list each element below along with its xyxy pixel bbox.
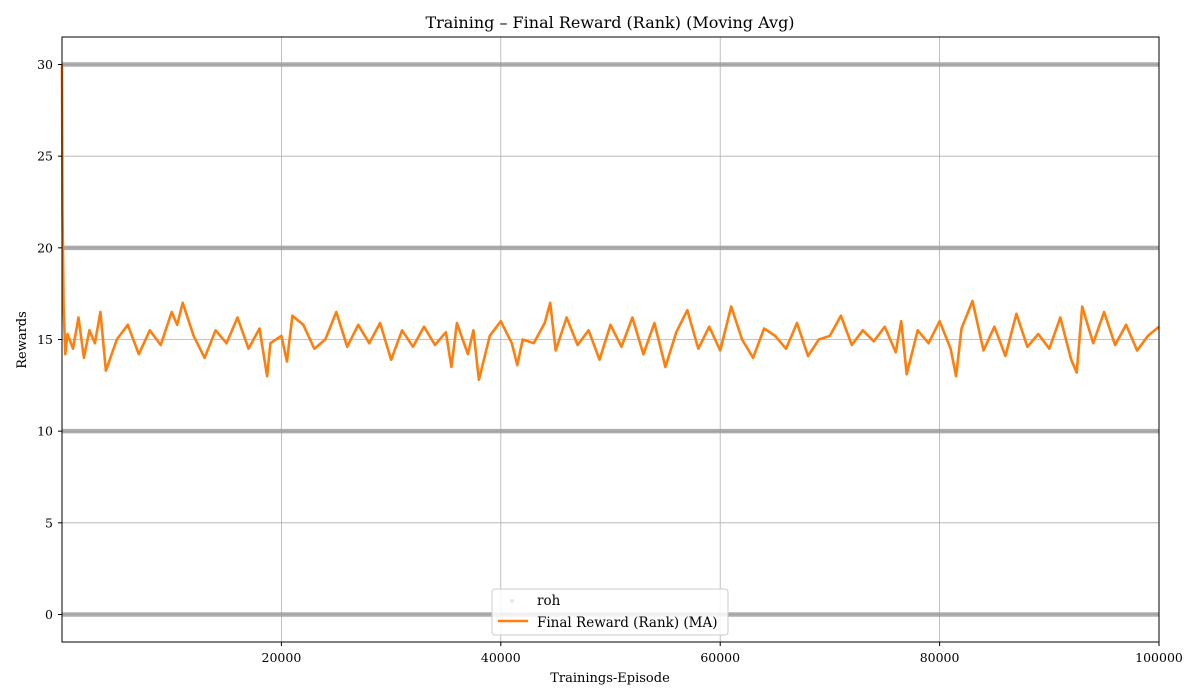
y-tick-label: 15 xyxy=(37,332,53,347)
legend-label-ma: Final Reward (Rank) (MA) xyxy=(537,615,718,631)
legend-box xyxy=(491,588,729,636)
x-axis-label: Trainings-Episode xyxy=(550,671,670,686)
x-tick-label: 100000 xyxy=(1135,650,1183,665)
legend: roh Final Reward (Rank) (MA) xyxy=(491,588,729,636)
x-tick-label: 20000 xyxy=(262,650,302,665)
x-tick-label: 60000 xyxy=(700,650,740,665)
y-tick-label: 10 xyxy=(37,424,53,439)
y-tick-label: 0 xyxy=(45,607,53,622)
moving-average-series xyxy=(60,64,1160,382)
legend-label-roh: roh xyxy=(537,593,561,609)
moving-average-line xyxy=(60,64,1160,382)
y-axis-label: Rewards xyxy=(15,311,30,369)
x-tick-label: 80000 xyxy=(920,650,960,665)
chart-title: Training – Final Reward (Rank) (Moving A… xyxy=(425,13,794,32)
y-tick-label: 5 xyxy=(45,515,53,530)
axis-ticks: 20000 40000 60000 80000 100000 0 5 10 15 20 25 30 xyxy=(37,57,1183,665)
y-tick-label: 30 xyxy=(37,57,53,72)
legend-marker-roh xyxy=(510,599,514,603)
x-tick-label: 40000 xyxy=(481,650,521,665)
y-tick-label: 25 xyxy=(37,149,53,164)
y-tick-label: 20 xyxy=(37,240,53,255)
